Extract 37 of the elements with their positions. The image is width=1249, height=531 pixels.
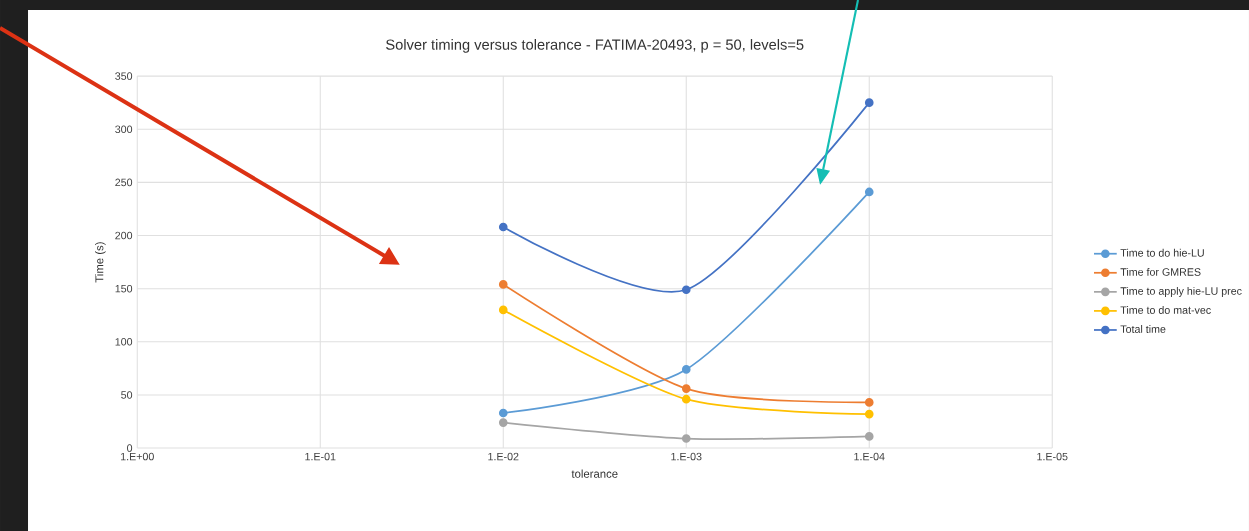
chart-title: Solver timing versus tolerance - FATIMA-20493, p = 50, levels=5 — [386, 39, 804, 53]
point — [498, 222, 508, 232]
x-tick-label: 1.E-01 — [305, 452, 336, 461]
x-tick-label: 1.E-03 — [671, 452, 702, 461]
legend-label: Time for GMRES — [1120, 267, 1201, 276]
point — [681, 365, 691, 374]
y-tick-label: 200 — [115, 231, 133, 240]
x-axis-title: tolerance — [571, 469, 618, 478]
point — [498, 418, 508, 427]
y-tick-label: 350 — [115, 72, 133, 80]
point — [498, 280, 508, 289]
legend-label: Time to do hie-LU — [1120, 248, 1204, 257]
point — [864, 398, 874, 407]
point — [681, 384, 691, 393]
y-tick-label: 50 — [121, 391, 133, 399]
x-tick-label: 1.E-04 — [854, 452, 885, 461]
y-tick-label: 300 — [115, 125, 133, 134]
x-tick-label: 1.E-05 — [1037, 452, 1068, 461]
y-tick-label: 150 — [115, 284, 133, 293]
point — [864, 409, 874, 419]
y-tick-label: 100 — [115, 338, 133, 346]
point — [498, 408, 508, 418]
point — [864, 98, 874, 107]
legend-label: Time to apply hie-LU prec — [1120, 286, 1242, 297]
point — [498, 305, 508, 315]
x-tick-label: 1.E+00 — [121, 452, 154, 461]
y-tick-label: 250 — [115, 178, 133, 187]
point — [864, 432, 874, 441]
point — [864, 187, 874, 197]
point — [681, 285, 691, 295]
x-tick-label: 1.E-02 — [488, 452, 519, 461]
legend-label: Time to do mat-vec — [1120, 306, 1211, 314]
point — [681, 394, 691, 404]
point — [681, 434, 691, 443]
legend-label: Total time — [1120, 325, 1166, 333]
y-tick-label: 0 — [127, 444, 133, 452]
y-axis-title: Time (s) — [95, 242, 106, 283]
